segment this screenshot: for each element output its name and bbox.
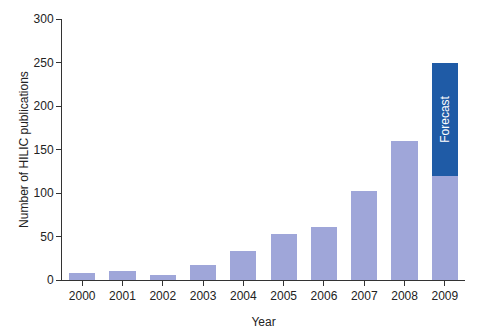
svg-text:150: 150 [34,143,54,157]
svg-text:200: 200 [34,99,54,113]
svg-text:2004: 2004 [230,289,257,303]
svg-text:2005: 2005 [270,289,297,303]
svg-text:2009: 2009 [431,289,458,303]
svg-text:2006: 2006 [311,289,338,303]
svg-text:2003: 2003 [190,289,217,303]
svg-text:Number of HILIC publications: Number of HILIC publications [17,71,31,228]
svg-text:2001: 2001 [109,289,136,303]
svg-text:100: 100 [34,186,54,200]
svg-text:300: 300 [34,12,54,26]
svg-text:50: 50 [40,230,54,244]
svg-text:0: 0 [47,273,54,287]
svg-text:250: 250 [34,56,54,70]
svg-text:Year: Year [251,315,275,329]
svg-text:2000: 2000 [69,289,96,303]
svg-text:2008: 2008 [391,289,418,303]
svg-text:Forecast: Forecast [438,95,452,142]
svg-text:2007: 2007 [351,289,378,303]
svg-text:2002: 2002 [149,289,176,303]
